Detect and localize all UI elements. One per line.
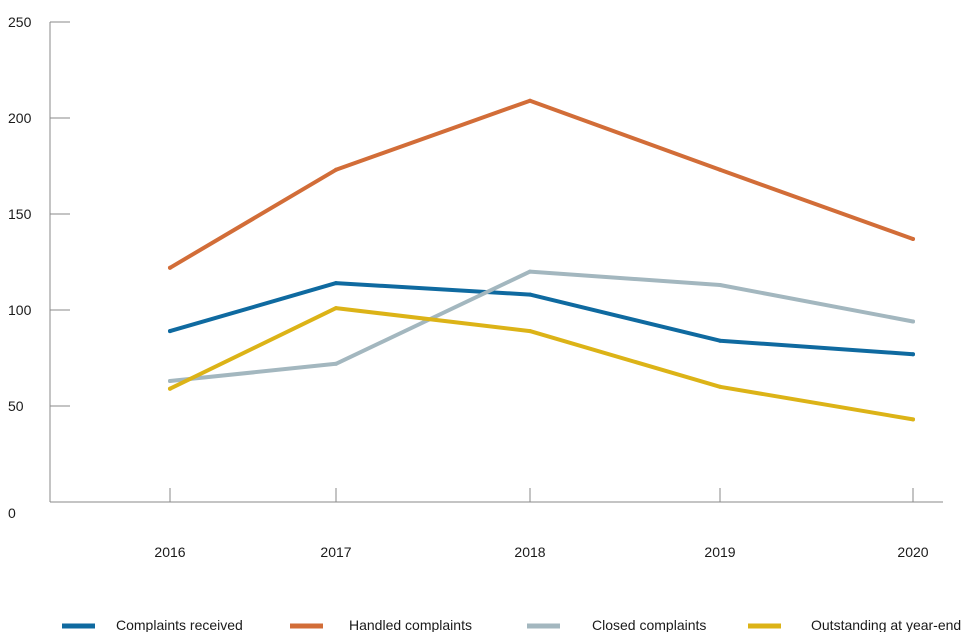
legend-label: Closed complaints	[592, 617, 706, 632]
data-point	[334, 167, 338, 172]
y-tick-label: 250	[8, 14, 32, 30]
data-point	[168, 329, 172, 334]
y-tick-label: 0	[8, 505, 16, 521]
data-point	[718, 283, 722, 287]
data-point	[168, 379, 172, 383]
series-line	[168, 306, 915, 422]
legend-item: Complaints received	[62, 617, 243, 632]
series-line	[168, 281, 915, 357]
series-line	[168, 98, 915, 270]
data-point	[334, 306, 338, 311]
legend-item: Closed complaints	[527, 617, 706, 632]
legend-label: Complaints received	[116, 617, 243, 632]
data-point	[911, 319, 915, 324]
data-point	[911, 417, 915, 422]
data-point	[718, 167, 722, 172]
data-point	[528, 329, 532, 334]
data-point	[334, 361, 338, 366]
data-point	[718, 338, 722, 343]
x-tick-label: 2019	[704, 544, 735, 560]
series-lines	[168, 98, 915, 422]
legend-label: Outstanding at year-end	[811, 617, 961, 632]
x-tick-label: 2016	[154, 544, 185, 560]
data-point	[911, 237, 915, 241]
data-point	[911, 352, 915, 357]
x-tick-label: 2018	[514, 544, 545, 560]
y-tick-label: 150	[8, 206, 32, 222]
y-tick-label: 100	[8, 302, 32, 318]
data-point	[334, 281, 338, 286]
data-point	[528, 98, 532, 103]
y-tick-label: 50	[8, 398, 24, 414]
data-point	[528, 292, 532, 297]
chart-axes	[49, 21, 943, 503]
data-point	[168, 386, 172, 391]
legend-item: Handled complaints	[290, 617, 472, 632]
series-line	[168, 269, 915, 383]
data-point	[528, 269, 532, 274]
x-axis-tick-labels: 2016 2017 2018 2019 2020	[154, 544, 928, 560]
legend: Complaints received Handled complaints Clo…	[62, 617, 961, 632]
y-axis-tick-labels: 0 50 100 150 200 250	[8, 14, 32, 521]
data-point	[168, 265, 172, 270]
y-tick-label: 200	[8, 110, 32, 126]
data-point	[718, 384, 722, 389]
legend-item: Outstanding at year-end	[748, 617, 961, 632]
x-tick-label: 2020	[897, 544, 928, 560]
legend-label: Handled complaints	[349, 617, 472, 632]
x-tick-label: 2017	[320, 544, 351, 560]
